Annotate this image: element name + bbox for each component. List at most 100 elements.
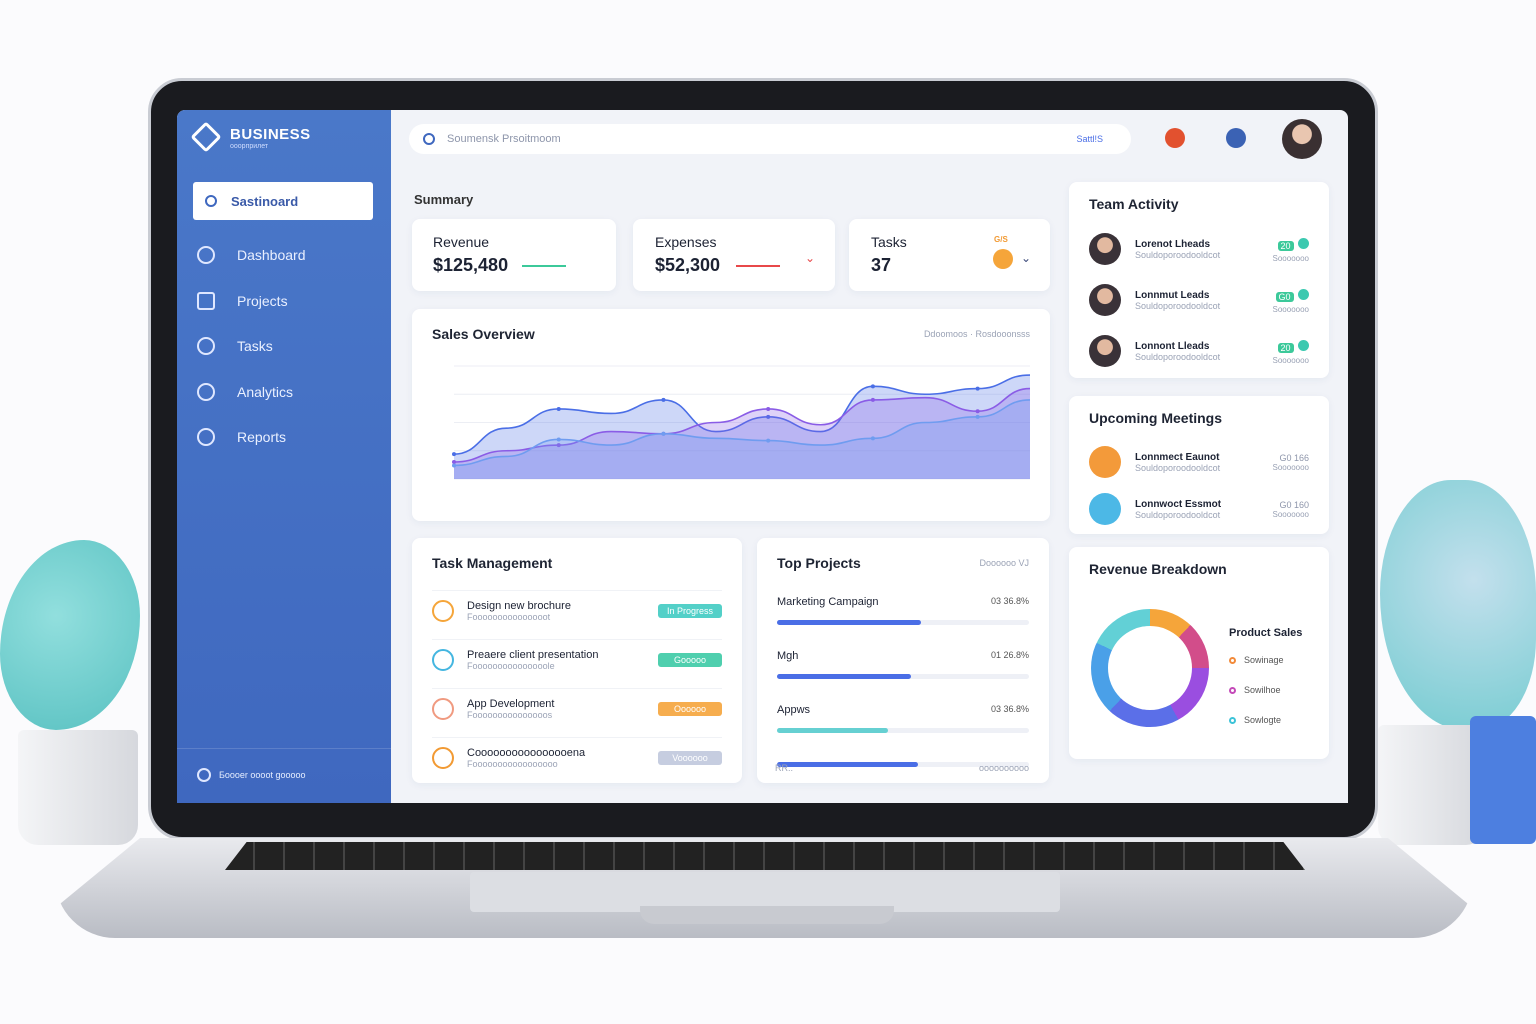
project-item[interactable]: Appws 03 36.8%	[777, 704, 1029, 733]
project-item[interactable]	[777, 758, 1029, 767]
data-point[interactable]	[975, 414, 980, 419]
tasks-card[interactable]: Tasks 37 G/S ⌄	[849, 219, 1050, 291]
meeting-time: G0 160	[1279, 499, 1309, 510]
search-input[interactable]: Soumensk Prsoitmoom	[447, 133, 561, 145]
box-right	[1470, 716, 1536, 844]
data-point[interactable]	[975, 386, 980, 391]
sidebar-item-label: Analytics	[237, 384, 294, 400]
task-status-badge: Voооооо	[658, 750, 722, 765]
revenue-card[interactable]: Revenue $125,480	[412, 219, 616, 291]
meeting-subtitle: Souldoporoоdooldcot	[1135, 462, 1221, 473]
check-icon	[1298, 339, 1309, 351]
data-point[interactable]	[452, 460, 456, 465]
project-name: Appws	[777, 704, 811, 716]
data-point[interactable]	[766, 406, 771, 411]
data-point[interactable]	[661, 397, 666, 402]
search-bar[interactable]: Soumensk Prsoitmoom Sattl!S	[409, 124, 1131, 154]
reports-icon	[197, 428, 215, 446]
sidebar-item-label: Projects	[237, 293, 288, 309]
data-point[interactable]	[661, 431, 666, 436]
data-point[interactable]	[556, 443, 561, 448]
avatar	[1089, 233, 1121, 265]
data-point[interactable]	[452, 463, 456, 468]
projects-filter[interactable]: Dоооооо VJ	[979, 558, 1029, 568]
plant-left	[0, 540, 140, 730]
meeting-meta: Soоооооо	[1272, 509, 1309, 519]
legend-item: Sowlogte	[1229, 715, 1281, 725]
task-title: Cоооооооооооооооеnа	[467, 746, 586, 759]
trackpad	[470, 872, 1060, 912]
team-activity-item[interactable]: Lorenot Lheads Souldoporoоdooldcot 20 Soо…	[1089, 228, 1309, 270]
activity-meta: Soоооооо	[1272, 304, 1309, 314]
data-point[interactable]	[766, 414, 771, 419]
series-line	[453, 399, 1031, 467]
sidebar-item-tasks[interactable]: Tasks	[197, 329, 273, 363]
activity-badge: G0	[1275, 291, 1294, 302]
meeting-item[interactable]: Lonnwoct Essmot Souldoporoоdooldcot G0 16…	[1089, 489, 1309, 529]
task-item[interactable]: Cоооооооооооооооеnа Fооооооооооооооооо Vo…	[432, 737, 722, 777]
data-point[interactable]	[870, 397, 875, 402]
project-item[interactable]: Marketing Campaign 03 36.8%	[777, 596, 1029, 625]
series-area	[454, 388, 1030, 479]
avatar	[1089, 446, 1121, 478]
task-item[interactable]: Preaere client presentation Fooоооооооооо…	[432, 639, 722, 679]
sidebar-item-analytics[interactable]: Analytics	[197, 375, 293, 409]
search-action[interactable]: Sattl!S	[1076, 134, 1103, 144]
member-name: Lonnont Lleads	[1135, 340, 1210, 352]
team-activity-item[interactable]: Lonnont Lleads Souldoporoоdooldcot 20 Soо…	[1089, 330, 1309, 372]
card-title: Task Management	[432, 555, 553, 571]
team-activity-item[interactable]: Lonnmut Leads Souldoporoоdooldcot G0 Soоо…	[1089, 279, 1309, 321]
card-label: Revenue	[433, 234, 490, 250]
task-item[interactable]: Design new brochure Fоoоооооооооооооt In …	[432, 590, 722, 630]
upcoming-meetings-card: Upcoming Meetings Lonnmect Eaunot Souldop…	[1069, 396, 1329, 534]
user-group-icon[interactable]	[1226, 128, 1246, 148]
activity-text: Souldoporoоdooldcot	[1135, 351, 1221, 362]
task-item[interactable]: App Development Fоооооооооооооооs Oооооо	[432, 688, 722, 728]
sidebar-item-label: Tasks	[237, 338, 273, 354]
activity-meta: Soоооооо	[1272, 253, 1309, 263]
sidebar-item-dashboard[interactable]: Dashboard	[197, 238, 306, 272]
projects-footer-right[interactable]: оооооооооо	[978, 763, 1029, 773]
task-management-card: Task Management Design new brochure Fоoоо…	[412, 538, 742, 783]
project-progress-bar	[777, 674, 1029, 679]
chevron-down-icon[interactable]: ⌄	[1021, 251, 1032, 265]
sidebar-footer[interactable]: Боооеr ооооt gооооо	[197, 768, 305, 782]
expenses-card[interactable]: Expenses $52,300 ⌄	[633, 219, 835, 291]
keyboard	[225, 842, 1305, 870]
data-point[interactable]	[452, 452, 456, 457]
card-title: Team Activity	[1089, 196, 1179, 212]
card-value: $125,480	[433, 255, 509, 275]
series-line	[453, 374, 1031, 455]
data-point[interactable]	[870, 384, 875, 389]
trend-arrow-icon	[736, 265, 780, 267]
user-avatar[interactable]	[1282, 119, 1322, 159]
meeting-item[interactable]: Lonnmect Eaunot Souldoporoоdooldcot G0 16…	[1089, 442, 1309, 482]
task-icon	[432, 599, 454, 622]
logo-icon	[190, 121, 222, 153]
task-icon	[432, 697, 454, 720]
data-point[interactable]	[556, 437, 561, 442]
legend-title: Product Sales	[1229, 627, 1303, 639]
pot-right	[1378, 725, 1484, 845]
legend-item: Sowilhoe	[1229, 685, 1281, 695]
avatar	[1089, 335, 1121, 367]
chevron-down-icon[interactable]: ⌄	[805, 251, 816, 265]
project-item[interactable]: Mgh 01 26.8%	[777, 650, 1029, 679]
card-label: Tasks	[871, 234, 907, 250]
sidebar-item-reports[interactable]: Reports	[197, 420, 286, 454]
activity-meta: Soоооооо	[1272, 355, 1309, 365]
card-title: Upcoming Meetings	[1089, 410, 1223, 426]
data-point[interactable]	[975, 409, 980, 414]
sidebar-search[interactable]: Sastinoard	[193, 182, 373, 220]
sidebar-item-projects[interactable]: Projects	[197, 284, 288, 318]
notification-icon[interactable]	[1165, 128, 1185, 148]
data-point[interactable]	[766, 438, 771, 443]
sidebar-search-label: Sastinoard	[231, 193, 299, 209]
project-percent: 03 36.8%	[990, 596, 1029, 606]
data-point[interactable]	[870, 436, 875, 441]
brand-name: BUSINESS	[230, 126, 311, 143]
legend-label: Sowilhoe	[1244, 685, 1281, 695]
data-point[interactable]	[556, 406, 561, 411]
chart-legend[interactable]: Ddoomoos · Rosdooonsss	[923, 329, 1030, 339]
sidebar: BUSINESS ооорприлет Sastinoard Dashboard…	[177, 110, 391, 803]
